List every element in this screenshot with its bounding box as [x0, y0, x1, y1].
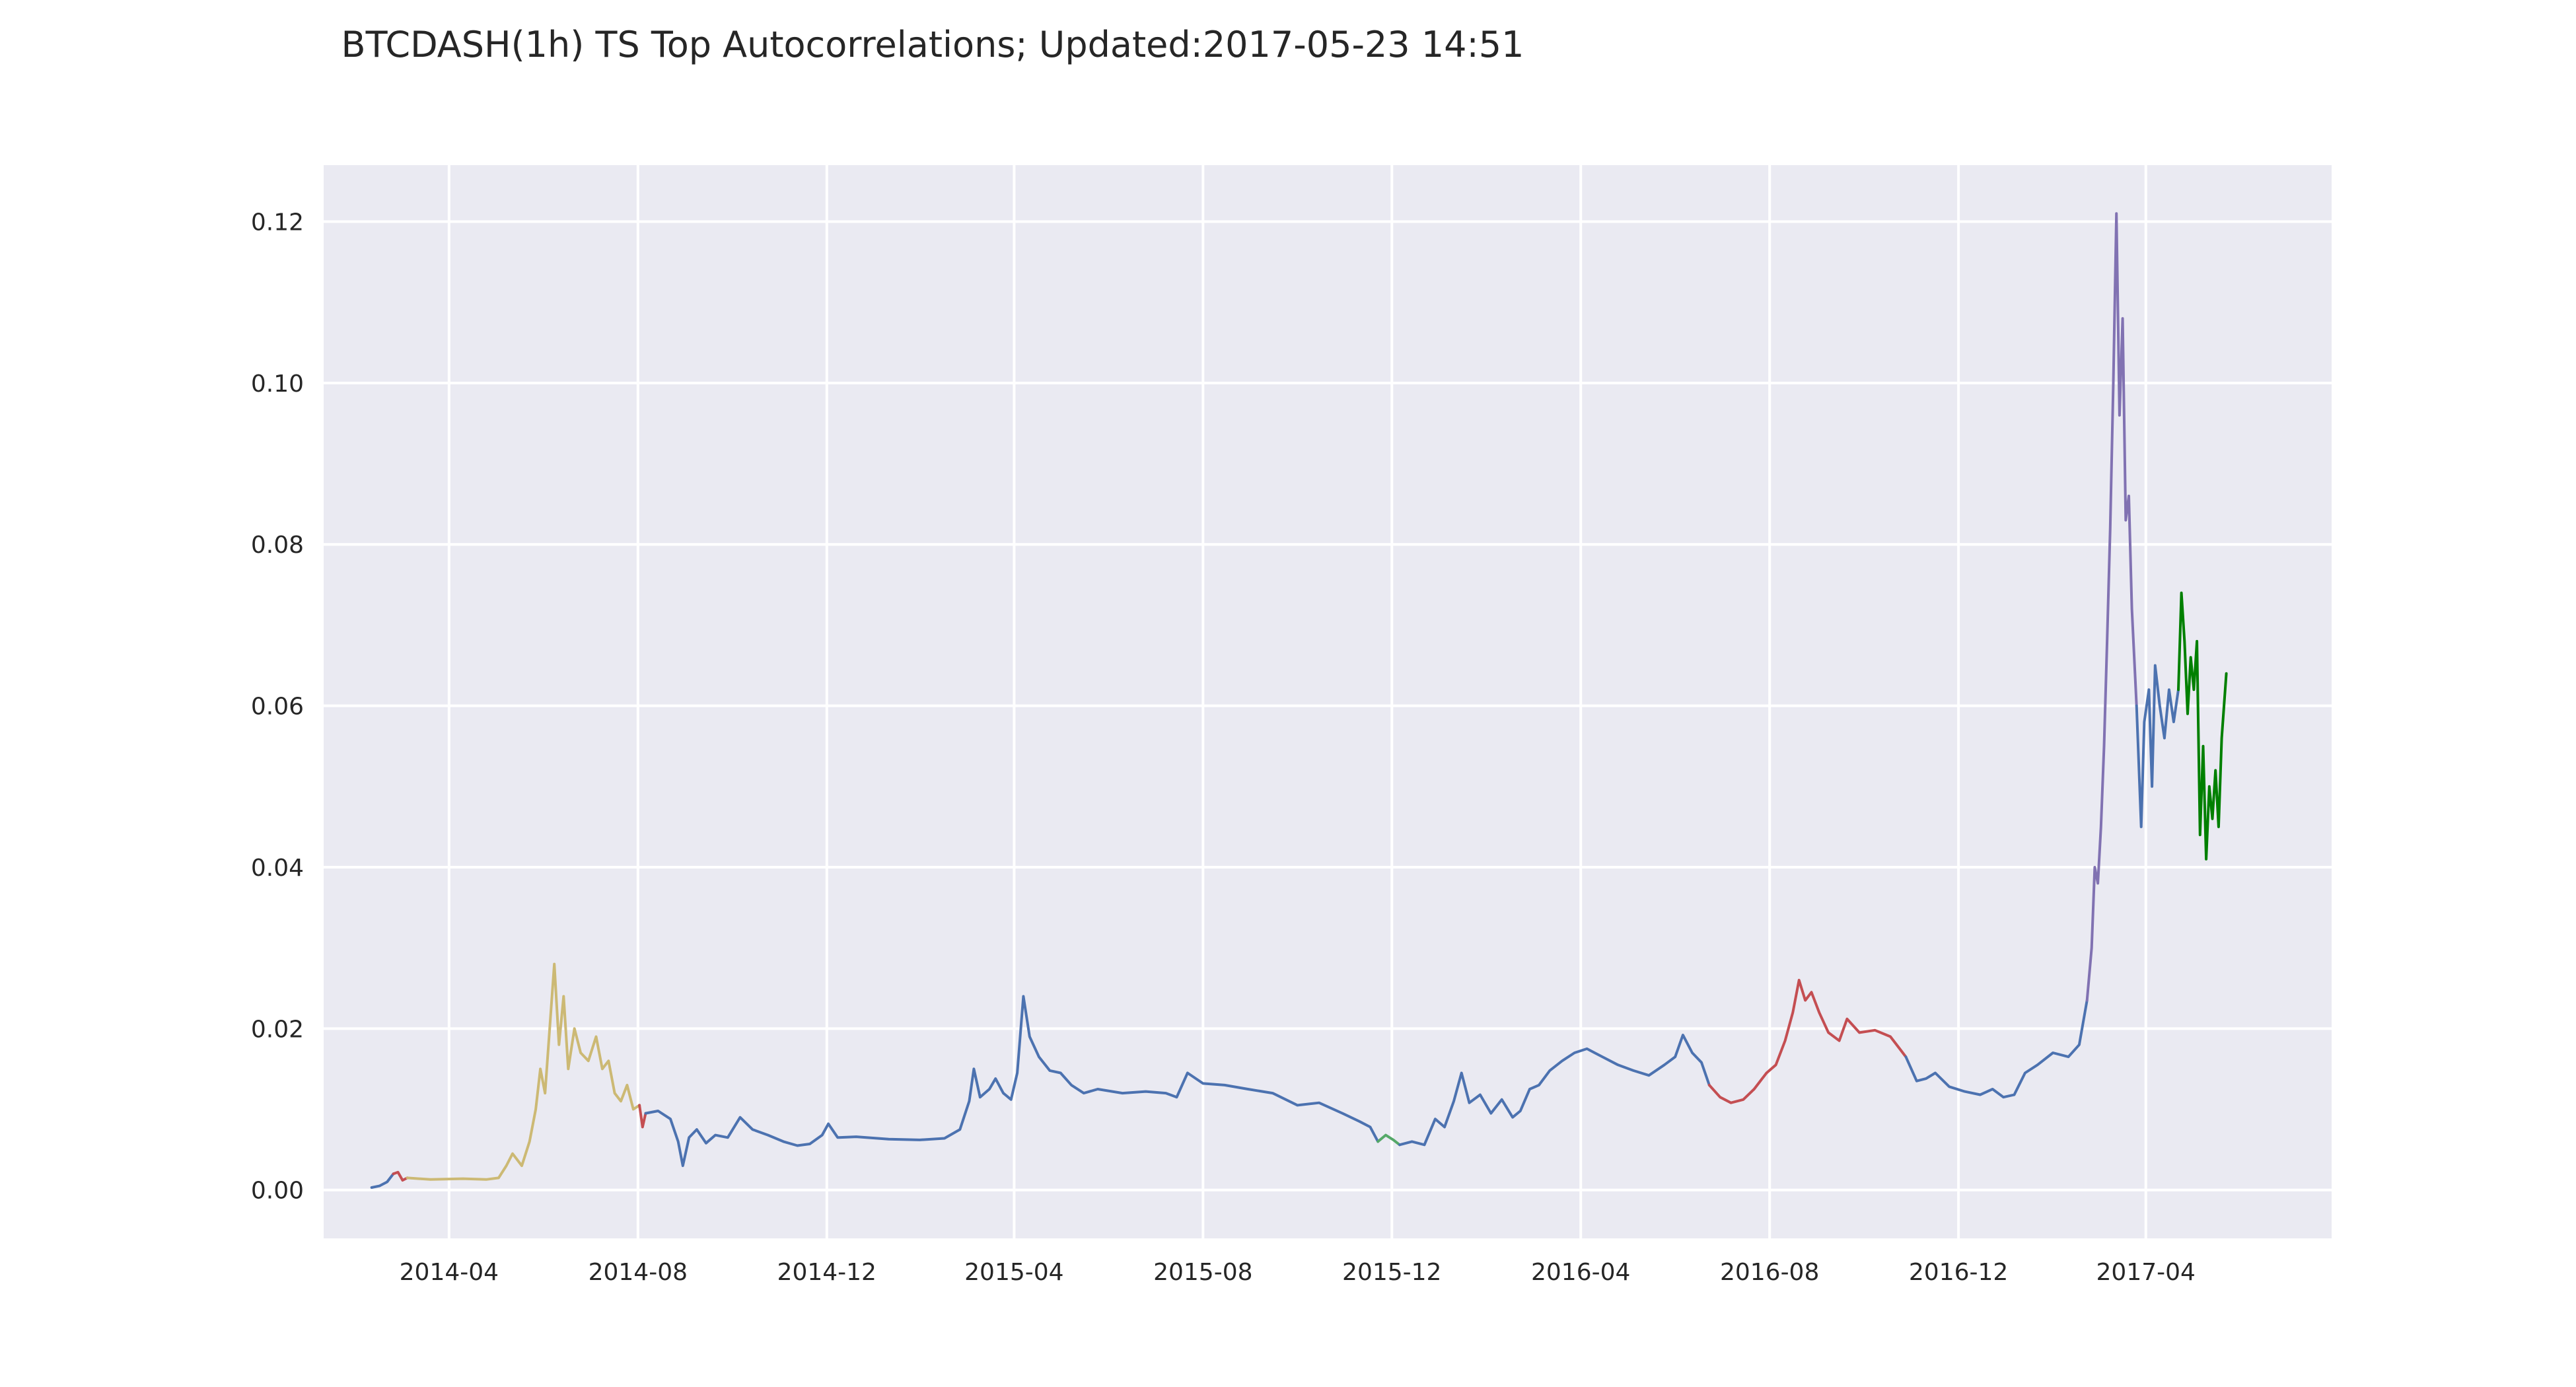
y-tick-label: 0.08 [251, 532, 304, 559]
y-tick-label: 0.10 [251, 371, 304, 398]
x-gridlines [447, 165, 2147, 1238]
series-line [1707, 979, 1908, 1104]
y-tick-label: 0.06 [251, 694, 304, 721]
y-axis-ticks: 0.00 0.02 0.04 0.06 0.08 0.10 0.12 [251, 209, 304, 1205]
chart-title: BTCDASH(1h) TS Top Autocorrelations; Upd… [341, 24, 1524, 65]
series-lines [370, 212, 2228, 1189]
y-tick-label: 0.12 [251, 209, 304, 236]
y-tick-label: 0.04 [251, 855, 304, 882]
x-tick-label: 2016-08 [1720, 1259, 1819, 1286]
y-gridlines [324, 220, 2332, 1191]
x-tick-label: 2017-04 [2096, 1259, 2196, 1286]
plot-area [324, 165, 2332, 1238]
x-tick-label: 2015-12 [1342, 1259, 1441, 1286]
x-tick-label: 2016-12 [1909, 1259, 2008, 1286]
y-tick-label: 0.02 [251, 1016, 304, 1043]
x-tick-label: 2016-04 [1531, 1259, 1630, 1286]
series-line [2085, 212, 2138, 1002]
x-tick-label: 2014-04 [400, 1259, 499, 1286]
x-tick-label: 2015-04 [964, 1259, 1063, 1286]
x-tick-label: 2014-08 [589, 1259, 688, 1286]
y-tick-label: 0.00 [251, 1178, 304, 1205]
series-line [1904, 999, 2089, 1099]
x-tick-label: 2014-12 [777, 1259, 877, 1286]
series-line [1398, 1034, 1711, 1147]
series-line [392, 1170, 409, 1182]
x-axis-ticks: 2014-04 2014-08 2014-12 2015-04 2015-08 2015-… [400, 1259, 2196, 1286]
series-line [2177, 591, 2228, 861]
series-line [370, 1172, 395, 1189]
series-line [2135, 664, 2180, 828]
series-line [644, 995, 1380, 1167]
series-line [406, 962, 641, 1181]
series-line [1377, 1133, 1401, 1147]
series-line [638, 1104, 647, 1129]
x-tick-label: 2015-08 [1153, 1259, 1252, 1286]
